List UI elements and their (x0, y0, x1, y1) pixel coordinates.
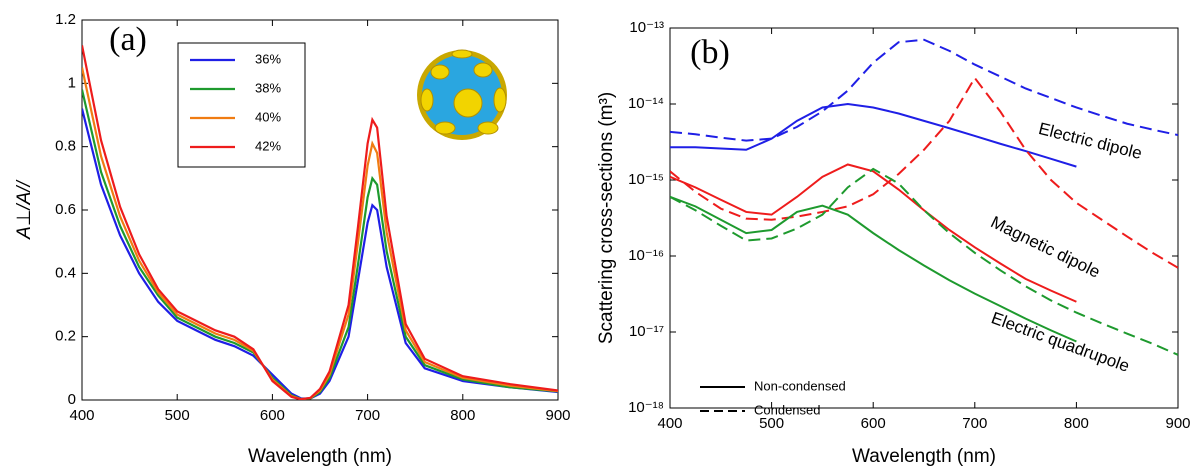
y-tick-label: 0.2 (55, 328, 76, 345)
y-tick-label: 10⁻¹⁸ (628, 399, 664, 416)
x-tick-label: 400 (69, 407, 94, 424)
data-line (670, 38, 1178, 142)
legend-label: 38% (255, 80, 281, 95)
x-tick-label: 900 (545, 407, 570, 424)
y-tick-label: 0.4 (55, 264, 76, 281)
x-tick-label: 400 (657, 415, 682, 432)
y-tick-label: 10⁻¹⁵ (628, 171, 664, 188)
legend-label: 42% (255, 138, 281, 153)
x-tick-label: 500 (759, 415, 784, 432)
curve-annotation: Magnetic dipole (988, 212, 1103, 281)
y-axis-title: A⊥/A// (14, 179, 35, 239)
x-tick-label: 600 (260, 407, 285, 424)
y-tick-label: 0.6 (55, 201, 76, 218)
curve-annotation: Electric quadrupole (989, 308, 1132, 376)
x-tick-label: 500 (165, 407, 190, 424)
legend-label: Non-condensed (754, 378, 846, 393)
x-tick-label: 700 (962, 415, 987, 432)
panel: 400 500 600 700 800 900 10⁻¹⁸ 10⁻¹⁷ 10⁻¹⁶ 10⁻¹⁵ 10… (596, 19, 1191, 467)
data-line (670, 102, 1077, 168)
data-line (670, 167, 1178, 356)
x-tick-label: 700 (355, 407, 380, 424)
y-tick-label: 0 (68, 391, 76, 408)
y-tick-label: 10⁻¹⁶ (628, 247, 664, 264)
legend-box (177, 42, 306, 168)
x-tick-label: 800 (1064, 415, 1089, 432)
y-tick-label: 1.2 (55, 11, 76, 28)
data-line (670, 195, 1077, 343)
panel-label: (b) (690, 34, 730, 71)
x-tick-label: 900 (1165, 415, 1190, 432)
y-tick-label: 0.8 (55, 138, 76, 155)
x-tick-label: 800 (450, 407, 475, 424)
x-axis-title: Wavelength (nm) (852, 446, 996, 467)
y-tick-label: 10⁻¹⁴ (628, 95, 664, 112)
data-line (82, 45, 558, 400)
x-tick-label: 600 (861, 415, 886, 432)
y-tick-label: 10⁻¹³ (629, 19, 664, 36)
y-tick-label: 10⁻¹⁷ (629, 323, 664, 340)
data-line (670, 76, 1178, 269)
y-axis-title: Scattering cross-sections (m³) (596, 92, 617, 344)
panel: 400 500 600 700 800 900 0 0.2 0.4 0.6 0.8 1 1.2 Wavel… (14, 11, 571, 467)
data-line (670, 163, 1077, 303)
y-tick-label: 1 (68, 74, 76, 91)
plot-frame (669, 27, 1179, 409)
curve-annotation: Electric dipole (1037, 119, 1144, 163)
data-line (82, 89, 558, 400)
sphere-illustration (417, 49, 507, 140)
x-axis-title: Wavelength (nm) (248, 446, 392, 467)
panel-label: (a) (109, 21, 147, 58)
legend-label: Condensed (754, 402, 821, 417)
legend-label: 36% (255, 51, 281, 66)
data-line (82, 108, 558, 400)
legend-label: 40% (255, 109, 281, 124)
